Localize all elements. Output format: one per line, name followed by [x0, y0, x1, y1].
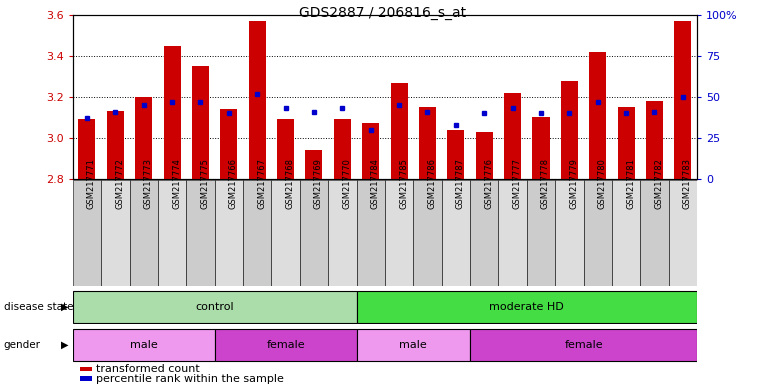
Text: GSM217767: GSM217767 — [257, 158, 267, 209]
Bar — [334, 119, 351, 179]
Bar — [414, 180, 442, 286]
Bar — [328, 180, 356, 286]
Bar — [73, 329, 214, 361]
Text: GSM217770: GSM217770 — [342, 158, 352, 209]
Bar — [271, 180, 300, 286]
Bar — [214, 180, 243, 286]
Bar — [277, 119, 294, 179]
Bar — [249, 22, 266, 179]
Bar — [101, 180, 129, 286]
Bar — [527, 180, 555, 286]
Text: female: female — [267, 340, 305, 350]
Bar — [129, 180, 158, 286]
Bar — [186, 180, 214, 286]
Bar — [73, 180, 101, 286]
Bar — [669, 180, 697, 286]
Bar — [640, 180, 669, 286]
Bar — [584, 180, 612, 286]
Bar — [442, 180, 470, 286]
Bar — [476, 132, 493, 179]
Bar — [499, 180, 527, 286]
Text: GSM217774: GSM217774 — [172, 158, 181, 209]
Text: GSM217769: GSM217769 — [314, 158, 323, 209]
Text: ▶: ▶ — [61, 340, 69, 350]
Bar — [164, 46, 181, 179]
Bar — [555, 180, 584, 286]
Bar — [356, 291, 697, 323]
Text: ▶: ▶ — [61, 302, 69, 312]
Text: GSM217766: GSM217766 — [229, 158, 237, 209]
Text: GSM217771: GSM217771 — [87, 158, 96, 209]
Text: transformed count: transformed count — [96, 364, 199, 374]
Bar — [136, 97, 152, 179]
Bar — [674, 22, 692, 179]
Text: gender: gender — [4, 340, 41, 350]
Text: disease state: disease state — [4, 302, 74, 312]
Text: control: control — [195, 302, 234, 312]
Bar — [646, 101, 663, 179]
Bar — [158, 180, 186, 286]
Bar — [221, 109, 237, 179]
Bar — [504, 93, 521, 179]
Text: GSM217784: GSM217784 — [371, 158, 380, 209]
Text: female: female — [565, 340, 603, 350]
Bar — [470, 180, 499, 286]
Bar — [362, 124, 379, 179]
Text: moderate HD: moderate HD — [489, 302, 565, 312]
Bar — [192, 66, 209, 179]
Bar — [470, 329, 697, 361]
Bar — [419, 107, 436, 179]
Text: GSM217768: GSM217768 — [286, 158, 295, 209]
Bar — [214, 329, 356, 361]
Bar — [447, 130, 464, 179]
Bar — [300, 180, 328, 286]
Bar — [356, 329, 470, 361]
Bar — [589, 52, 606, 179]
Bar — [617, 107, 635, 179]
Bar — [356, 180, 385, 286]
Bar — [561, 81, 578, 179]
Text: GSM217777: GSM217777 — [512, 158, 522, 209]
Text: GSM217781: GSM217781 — [626, 158, 635, 209]
Text: GSM217782: GSM217782 — [654, 158, 663, 209]
Text: male: male — [399, 340, 427, 350]
Bar — [78, 119, 96, 179]
Text: GSM217787: GSM217787 — [456, 158, 465, 209]
Bar — [106, 111, 124, 179]
Text: GSM217773: GSM217773 — [144, 158, 152, 209]
Text: GSM217785: GSM217785 — [399, 158, 408, 209]
Text: GSM217783: GSM217783 — [683, 158, 692, 209]
Bar — [243, 180, 271, 286]
Text: GSM217772: GSM217772 — [116, 158, 124, 209]
Text: GSM217778: GSM217778 — [541, 158, 550, 209]
Bar — [532, 118, 549, 179]
Bar — [391, 83, 408, 179]
Text: GDS2887 / 206816_s_at: GDS2887 / 206816_s_at — [300, 6, 466, 20]
Text: GSM217775: GSM217775 — [201, 158, 209, 209]
Text: GSM217786: GSM217786 — [427, 158, 437, 209]
Text: GSM217779: GSM217779 — [569, 158, 578, 209]
Text: percentile rank within the sample: percentile rank within the sample — [96, 374, 283, 384]
Bar — [73, 291, 356, 323]
Bar — [612, 180, 640, 286]
Bar — [306, 150, 322, 179]
Text: GSM217776: GSM217776 — [484, 158, 493, 209]
Text: GSM217780: GSM217780 — [597, 158, 607, 209]
Bar — [385, 180, 414, 286]
Text: male: male — [130, 340, 158, 350]
